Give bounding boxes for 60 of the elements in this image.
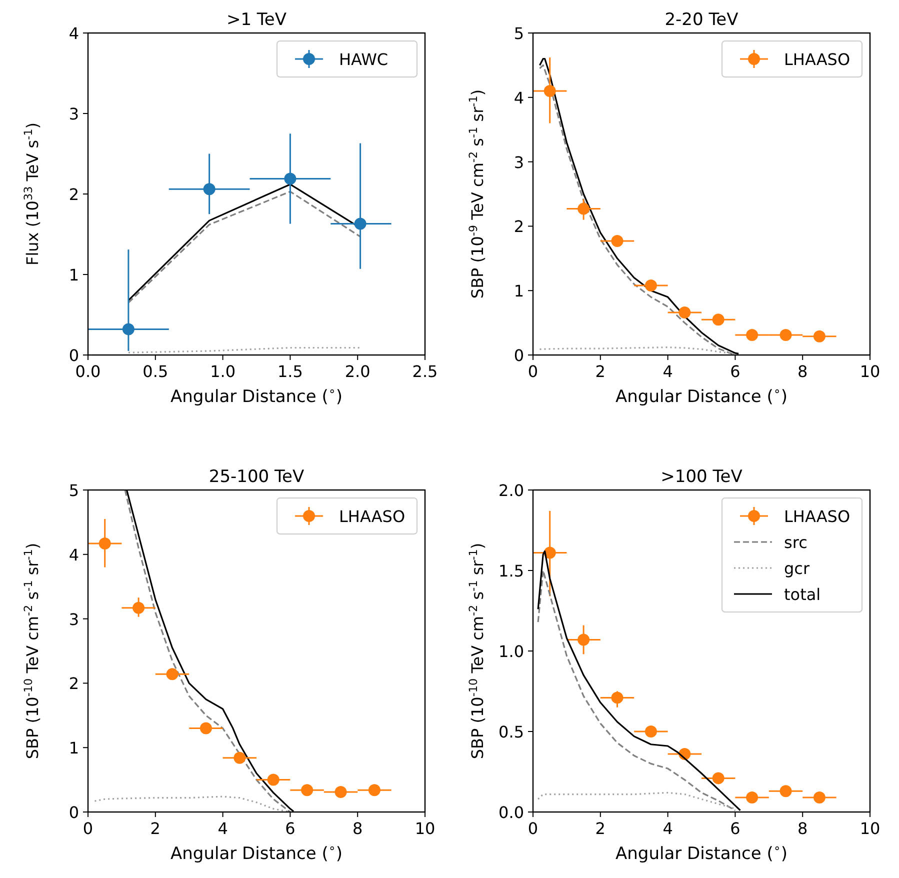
x-tick-label: 10 (860, 362, 880, 381)
legend-label: LHAASO (339, 507, 406, 526)
legend-label: total (784, 585, 821, 604)
y-tick-label: 3 (68, 104, 79, 124)
y-tick-label: 1 (68, 266, 79, 284)
x-tick-label: 6 (730, 819, 740, 838)
x-tick-label: 4 (662, 362, 673, 381)
x-tick-label: 2.5 (412, 362, 438, 381)
x-tick-label: 4 (662, 819, 673, 838)
legend-label: src (784, 533, 808, 552)
y-tick-label: 3 (68, 610, 79, 629)
x-tick-label: 1.0 (210, 362, 236, 381)
y-tick-label: 0 (68, 346, 79, 365)
x-tick-label: 2 (595, 362, 606, 381)
y-tick-label: 3 (514, 152, 524, 172)
y-tick-label: 0.5 (498, 722, 524, 742)
chart-title: >100 TeV (660, 467, 743, 487)
y-tick-label: 2 (514, 217, 524, 236)
x-tick-label: 0 (528, 819, 538, 838)
x-tick-label: 8 (798, 819, 808, 838)
y-tick-label: 1 (68, 738, 79, 758)
y-tick-label: 0 (68, 803, 79, 822)
chart-title: >1 TeV (226, 10, 287, 30)
x-tick-label: 8 (798, 362, 808, 381)
x-axis-title: Angular Distance ($^{∘}$) (170, 841, 342, 864)
legend-label: LHAASO (784, 507, 850, 526)
x-tick-label: 1.5 (277, 362, 303, 381)
y-tick-label: 0 (514, 346, 524, 365)
y-tick-label: 0.0 (498, 803, 524, 822)
chart-title: 25-100 TeV (208, 467, 304, 487)
y-tick-label: 4 (514, 88, 524, 108)
chart-title: 2-20 TeV (664, 10, 739, 30)
x-tick-label: 6 (730, 362, 740, 381)
x-tick-label: 0.5 (142, 362, 168, 381)
x-tick-label: 2 (150, 819, 160, 838)
x-axis-title: Angular Distance ($^{∘}$) (616, 384, 788, 407)
x-tick-label: 2 (595, 819, 606, 838)
legend-label: HAWC (339, 50, 388, 69)
x-tick-label: 10 (860, 819, 880, 838)
y-tick-label: 2.0 (498, 481, 524, 500)
y-tick-label: 1.0 (498, 642, 524, 661)
y-tick-label: 2 (68, 674, 79, 694)
y-tick-label: 2 (68, 185, 79, 204)
x-tick-label: 0 (82, 819, 94, 838)
y-tick-label: 4 (68, 24, 79, 43)
x-tick-label: 2.0 (344, 362, 370, 381)
legend-label: gcr (784, 559, 810, 578)
x-axis-title: Angular Distance ($^{∘}$) (616, 841, 788, 864)
y-tick-label: 1.5 (498, 562, 524, 580)
y-tick-label: 5 (514, 24, 524, 43)
x-tick-label: 8 (352, 819, 363, 838)
y-tick-label: 4 (68, 545, 79, 564)
x-axis-title: Angular Distance ($^{∘}$) (170, 384, 342, 407)
x-tick-label: 4 (218, 819, 228, 838)
y-tick-label: 1 (514, 282, 524, 301)
y-tick-label: 5 (68, 481, 79, 500)
x-tick-label: 0 (528, 362, 538, 381)
x-tick-label: 6 (285, 819, 296, 838)
legend-label: LHAASO (784, 50, 850, 69)
x-tick-label: 10 (414, 819, 436, 838)
